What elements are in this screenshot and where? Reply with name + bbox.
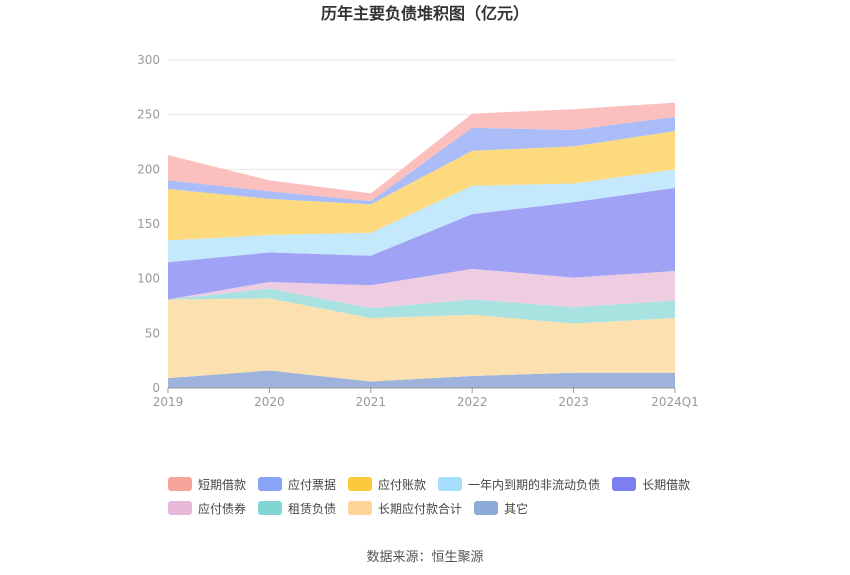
stacked-area-chart: 0 50 100 150 200 250 300 2019 2020 2021 2022 2023 20… <box>137 53 699 409</box>
legend-swatch <box>474 501 499 515</box>
legend-swatch <box>258 501 283 515</box>
legend-swatch <box>348 501 373 515</box>
area-租赁负债 <box>168 288 675 324</box>
area-一年内到期的非流动负债 <box>168 169 675 263</box>
legend-label: 长期应付款合计 <box>378 501 463 516</box>
data-source: 数据来源：恒生聚源 <box>366 550 484 565</box>
y-tick-label: 100 <box>137 272 160 286</box>
legend-label: 应付票据 <box>288 477 337 492</box>
legend-row: 短期借款 应付票据 应付账款 一年内到期的非流动负债 长期借款 <box>168 472 728 496</box>
legend-item[interactable]: 长期应付款合计 <box>348 500 462 517</box>
y-tick-label: 250 <box>137 108 160 122</box>
area-长期借款 <box>168 187 675 300</box>
legend-label: 应付债券 <box>198 501 247 516</box>
area-长期应付款合计 <box>168 298 675 382</box>
legend-swatch <box>168 501 192 515</box>
legend-label: 短期借款 <box>198 477 247 492</box>
legend-label: 应付账款 <box>378 477 427 492</box>
chart-title: 历年主要负债堆积图（亿元） <box>320 4 529 23</box>
legend-item[interactable]: 短期借款 <box>168 476 246 493</box>
legend-swatch <box>438 477 463 491</box>
legend: 短期借款 应付票据 应付账款 一年内到期的非流动负债 长期借款 应付债券 租赁负债 长期应付… <box>168 472 728 520</box>
legend-swatch <box>348 477 373 491</box>
y-tick-label: 200 <box>137 162 160 176</box>
x-tick-label: 2021 <box>356 395 387 409</box>
legend-item[interactable]: 租赁负债 <box>258 500 336 517</box>
area-应付账款 <box>168 131 675 241</box>
x-tick-label: 2022 <box>457 395 488 409</box>
legend-row: 应付债券 租赁负债 长期应付款合计 其它 <box>168 496 728 520</box>
y-tick-label: 50 <box>145 326 160 340</box>
y-tick-label: 0 <box>152 381 160 395</box>
x-tick-label: 2019 <box>153 395 184 409</box>
legend-item[interactable]: 应付票据 <box>258 476 336 493</box>
legend-label: 租赁负债 <box>288 501 337 516</box>
x-tick-label: 2023 <box>558 395 589 409</box>
legend-item[interactable]: 应付债券 <box>168 500 246 517</box>
area-应付债券 <box>168 268 675 309</box>
x-tick-label: 2024Q1 <box>651 395 699 409</box>
area-应付票据 <box>168 116 675 205</box>
legend-item[interactable]: 一年内到期的非流动负债 <box>438 476 600 493</box>
legend-label: 一年内到期的非流动负债 <box>468 477 601 492</box>
legend-label: 长期借款 <box>642 477 691 492</box>
x-tick-label: 2020 <box>254 395 285 409</box>
y-tick-label: 300 <box>137 53 160 67</box>
legend-item[interactable]: 应付账款 <box>348 476 426 493</box>
legend-swatch <box>612 477 637 491</box>
area-短期借款 <box>168 102 675 202</box>
legend-swatch <box>168 477 192 491</box>
area-其它 <box>168 370 675 388</box>
y-tick-label: 150 <box>137 217 160 231</box>
legend-swatch <box>258 477 283 491</box>
legend-label: 其它 <box>504 501 529 516</box>
legend-item[interactable]: 其它 <box>474 500 528 517</box>
legend-item[interactable]: 长期借款 <box>612 476 690 493</box>
